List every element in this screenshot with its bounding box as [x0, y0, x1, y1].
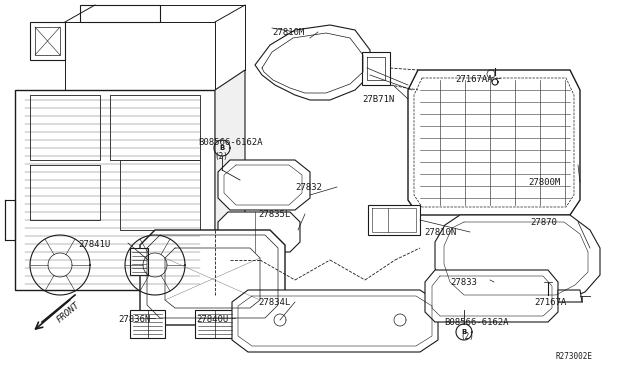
Polygon shape	[140, 230, 285, 325]
Text: 27810N: 27810N	[424, 228, 456, 237]
Text: 27832: 27832	[295, 183, 322, 192]
Text: 27833: 27833	[450, 278, 477, 287]
Polygon shape	[435, 215, 600, 302]
Polygon shape	[215, 70, 245, 290]
Text: (2): (2)	[460, 332, 474, 341]
Polygon shape	[558, 290, 582, 302]
Text: 27834L: 27834L	[258, 298, 291, 307]
Text: 27800M: 27800M	[528, 178, 560, 187]
Text: 27810M: 27810M	[272, 28, 304, 37]
Polygon shape	[255, 25, 370, 100]
Polygon shape	[15, 90, 215, 290]
Polygon shape	[195, 310, 235, 338]
Polygon shape	[218, 160, 310, 210]
Text: 27B71N: 27B71N	[362, 95, 394, 104]
Polygon shape	[30, 22, 65, 60]
Polygon shape	[65, 22, 215, 90]
Polygon shape	[362, 52, 390, 85]
Polygon shape	[120, 160, 200, 230]
Text: B08566-6162A: B08566-6162A	[444, 318, 509, 327]
Text: 27167A: 27167A	[534, 298, 566, 307]
Text: 27841U: 27841U	[78, 240, 110, 249]
Polygon shape	[232, 290, 438, 352]
Polygon shape	[408, 70, 580, 215]
Text: FRONT: FRONT	[55, 300, 81, 324]
Text: 27836N: 27836N	[118, 315, 150, 324]
Text: (2): (2)	[214, 152, 228, 161]
Text: B: B	[461, 329, 467, 335]
Text: 27870: 27870	[530, 218, 557, 227]
Polygon shape	[80, 5, 160, 22]
Polygon shape	[30, 95, 100, 160]
Text: 27835L: 27835L	[258, 210, 291, 219]
Polygon shape	[425, 270, 558, 322]
Polygon shape	[130, 310, 165, 338]
Text: R273002E: R273002E	[555, 352, 592, 361]
Text: 27840U: 27840U	[196, 315, 228, 324]
Polygon shape	[218, 212, 300, 252]
Text: 27167AA: 27167AA	[455, 75, 493, 84]
Polygon shape	[368, 205, 420, 235]
Text: B: B	[220, 145, 225, 151]
Polygon shape	[110, 95, 200, 160]
Polygon shape	[130, 248, 148, 275]
Text: B08566-6162A: B08566-6162A	[198, 138, 262, 147]
